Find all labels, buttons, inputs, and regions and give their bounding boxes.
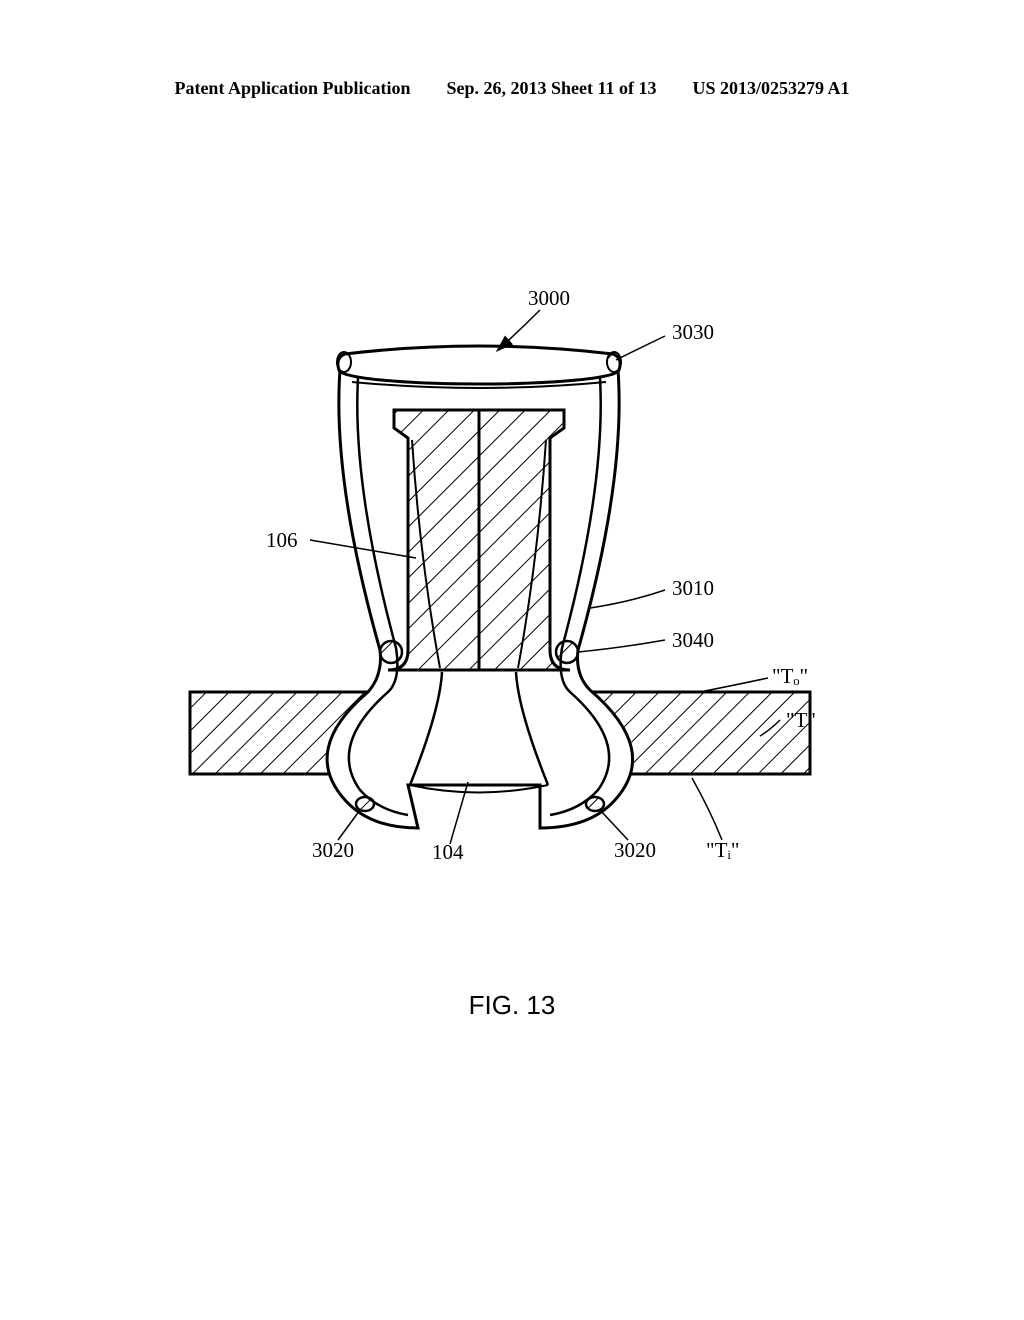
figure-svg — [120, 280, 904, 980]
label-106: 106 — [266, 528, 298, 553]
insert-106 — [388, 410, 570, 670]
label-3000: 3000 — [528, 286, 570, 311]
label-3040: 3040 — [672, 628, 714, 653]
label-3010: 3010 — [672, 576, 714, 601]
label-3030: 3030 — [672, 320, 714, 345]
header-left: Patent Application Publication — [174, 78, 410, 99]
label-Ti: "Tᵢ" — [706, 838, 739, 863]
header-center: Sep. 26, 2013 Sheet 11 of 13 — [446, 78, 656, 99]
label-3020-right: 3020 — [614, 838, 656, 863]
label-3020-left: 3020 — [312, 838, 354, 863]
anchor-3020-right — [586, 797, 604, 811]
figure-caption: FIG. 13 — [0, 990, 1024, 1021]
label-To: "Tₒ" — [772, 664, 808, 689]
figure-13: 3000 3030 106 3010 3040 "Tₒ" "T" "Tᵢ" 30… — [120, 280, 904, 980]
label-T: "T" — [786, 708, 816, 733]
label-104: 104 — [432, 840, 464, 865]
page-header: Patent Application Publication Sep. 26, … — [0, 78, 1024, 99]
anchor-3020-left — [356, 797, 374, 811]
header-right: US 2013/0253279 A1 — [693, 78, 850, 99]
